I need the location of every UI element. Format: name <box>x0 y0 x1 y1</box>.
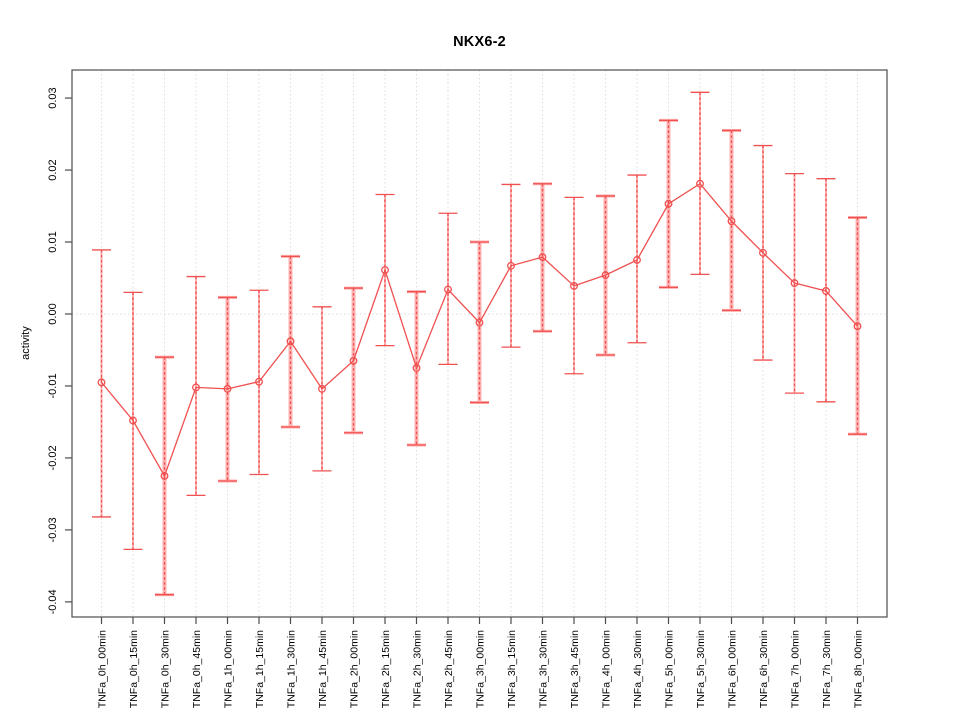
x-tick-label: TNFa_5h_30min <box>695 630 707 708</box>
data-point-marker <box>822 287 830 295</box>
data-point-marker <box>349 356 358 365</box>
x-tick-label: TNFa_0h_45min <box>191 630 203 708</box>
data-point-marker <box>570 281 578 290</box>
x-tick-label: TNFa_0h_00min <box>96 630 108 708</box>
x-tick-label: TNFa_1h_15min <box>254 630 266 708</box>
data-point-marker <box>601 271 610 280</box>
x-tick-label: TNFa_0h_30min <box>159 630 171 708</box>
data-point-marker <box>759 248 767 257</box>
y-tick-label: -0.01 <box>47 373 59 398</box>
data-point-marker <box>538 253 547 262</box>
x-tick-label: TNFa_3h_30min <box>537 630 549 708</box>
x-tick-label: TNFa_6h_00min <box>726 630 738 708</box>
y-tick-label: -0.03 <box>47 517 59 542</box>
x-tick-label: TNFa_7h_00min <box>789 630 801 708</box>
y-axis-label: activity <box>20 326 32 360</box>
series-line <box>100 182 858 478</box>
data-point-marker <box>853 322 862 331</box>
data-point-marker <box>727 217 736 226</box>
x-tick-label: TNFa_3h_15min <box>506 630 518 708</box>
data-point-marker <box>223 384 232 393</box>
y-tick-label: 0.01 <box>47 231 59 252</box>
x-tick-label: TNFa_2h_15min <box>380 630 392 708</box>
x-tick-label: TNFa_1h_45min <box>317 630 329 708</box>
x-tick-label: TNFa_3h_00min <box>474 630 486 708</box>
data-point-marker <box>412 364 421 372</box>
data-point-marker <box>97 378 106 387</box>
x-tick-label: TNFa_2h_00min <box>348 630 360 708</box>
y-tick-label: 0.02 <box>47 159 59 180</box>
x-tick-label: TNFa_3h_45min <box>569 630 581 708</box>
y-tick-label: 0.00 <box>47 303 59 324</box>
x-tick-label: TNFa_7h_30min <box>821 630 833 708</box>
data-point-marker <box>381 266 389 275</box>
data-point-marker <box>507 261 515 270</box>
data-point-marker <box>192 383 200 392</box>
x-tick-label: TNFa_1h_00min <box>222 630 234 708</box>
x-tick-label: TNFa_2h_30min <box>411 630 423 708</box>
chart-title: NKX6-2 <box>453 34 506 50</box>
data-point-marker <box>475 318 484 327</box>
x-tick-label: TNFa_1h_30min <box>285 630 297 708</box>
x-tick-label: TNFa_8h_00min <box>852 630 864 708</box>
x-tick-label: TNFa_4h_00min <box>600 630 612 708</box>
data-point-marker <box>286 337 295 346</box>
data-point-marker <box>444 285 452 294</box>
x-tick-label: TNFa_5h_00min <box>663 630 675 708</box>
y-tick-label: -0.04 <box>47 589 59 614</box>
data-point-marker <box>790 279 799 287</box>
data-point-marker <box>160 471 169 480</box>
data-point-marker <box>255 377 263 386</box>
y-tick-label: -0.02 <box>47 445 59 470</box>
data-point-marker <box>664 199 673 208</box>
x-tick-label: TNFa_2h_45min <box>443 630 455 708</box>
x-tick-label: TNFa_0h_15min <box>128 630 140 708</box>
data-point-marker <box>696 179 704 188</box>
data-point-marker <box>129 416 137 425</box>
x-tick-label: TNFa_4h_30min <box>632 630 644 708</box>
data-point-marker <box>318 384 326 393</box>
y-tick-label: 0.03 <box>47 87 59 108</box>
x-tick-label: TNFa_6h_30min <box>758 630 770 708</box>
data-point-marker <box>633 256 641 264</box>
